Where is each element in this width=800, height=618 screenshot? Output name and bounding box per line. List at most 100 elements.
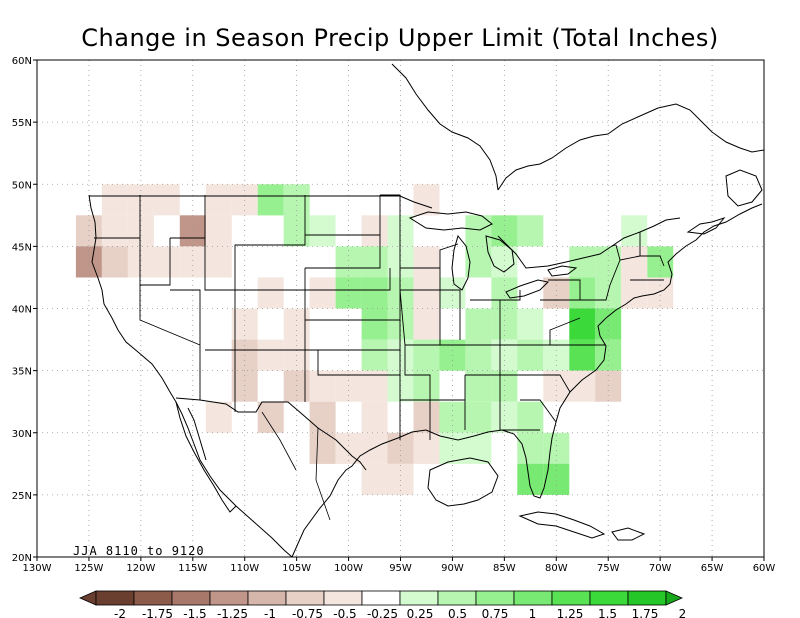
colorbar-label: 1.25	[557, 607, 584, 618]
grid-cell	[465, 339, 492, 371]
state-borders	[94, 194, 665, 440]
grid-cell	[127, 246, 154, 278]
lat-tick-label: 55N	[12, 118, 32, 129]
grid-cell	[387, 246, 414, 278]
colorbar-swatch	[209, 590, 249, 606]
grid-cell	[387, 308, 414, 340]
grid-cell	[413, 401, 440, 433]
colorbar-label: -0.25	[367, 607, 398, 618]
lon-tick-label: 70W	[649, 563, 672, 574]
lon-tick-label: 130W	[23, 563, 52, 574]
lon-tick-label: 115W	[178, 563, 207, 574]
colorbar-swatch	[133, 590, 173, 606]
lon-tick-label: 60W	[753, 563, 776, 574]
lat-tick-label: 45N	[12, 242, 32, 253]
colorbar-label: -0.5	[333, 607, 356, 618]
colorbar-swatch	[399, 590, 439, 606]
longitude-tick-labels: 130W 125W 120W 115W 110W 105W 100W 95W 90W 85W 80W…	[23, 557, 776, 574]
cuba-island	[518, 511, 606, 539]
lon-tick-label: 125W	[74, 563, 103, 574]
grid-cell	[101, 215, 128, 247]
grid-cell	[335, 246, 362, 278]
gulf-coastline	[291, 203, 763, 558]
lon-tick-label: 120W	[126, 563, 155, 574]
grid-cell	[517, 215, 544, 247]
lake-superior	[408, 211, 493, 231]
lon-tick-label: 80W	[545, 563, 568, 574]
grid-cell	[179, 246, 206, 278]
period-label: JJA 8110 to 9120	[73, 544, 205, 558]
lat-tick-label: 50N	[12, 180, 32, 191]
lon-tick-label: 95W	[389, 563, 412, 574]
grid-cell	[387, 463, 414, 495]
lat-tick-label: 40N	[12, 305, 32, 316]
grid-cell	[465, 308, 492, 340]
grid-cell	[621, 277, 648, 309]
grid-cell	[153, 246, 180, 278]
colorbar-max-arrow	[665, 590, 683, 606]
lake-michigan	[451, 234, 471, 291]
grid-cell	[621, 246, 648, 278]
grid-cell	[439, 401, 466, 433]
grid-cell	[75, 246, 102, 278]
lake-erie	[505, 279, 550, 299]
grid-cell	[465, 432, 492, 464]
grid-cell	[309, 277, 336, 309]
lat-tick-label: 30N	[12, 429, 32, 440]
colorbar-swatch	[589, 590, 629, 606]
grid-cell	[361, 463, 388, 495]
grid-cell	[387, 432, 414, 464]
colorbar-swatch	[361, 590, 401, 606]
grid-cell	[413, 246, 440, 278]
colorbar-label: 0.5	[448, 607, 467, 618]
grid-cell	[569, 370, 596, 402]
coastlines-and-borders	[88, 63, 765, 558]
colorbar-swatch	[551, 590, 591, 606]
grid-cell	[569, 339, 596, 371]
colorbar	[79, 590, 683, 606]
colorbar-swatch	[171, 590, 211, 606]
lon-tick-label: 85W	[493, 563, 516, 574]
colorbar-label: 1.75	[632, 607, 659, 618]
lon-tick-label: 105W	[282, 563, 311, 574]
colorbar-label: -1	[264, 607, 276, 618]
grid-cell	[361, 370, 388, 402]
colorbar-label: -2	[114, 607, 126, 618]
grid-cell	[647, 246, 674, 278]
lon-tick-label: 75W	[597, 563, 620, 574]
baja-peninsula	[175, 401, 237, 513]
grid-cell	[439, 277, 466, 309]
grid-cell	[595, 308, 622, 340]
colorbar-swatch	[285, 590, 325, 606]
grid-cell	[335, 277, 362, 309]
hudson-bay-coast	[391, 63, 499, 191]
grid-cell	[517, 432, 544, 464]
grid-cell	[361, 401, 388, 433]
lat-lon-gridlines	[37, 60, 764, 557]
colorbar-label: 0.25	[407, 607, 434, 618]
grid-cell	[101, 184, 128, 216]
grid-cell	[205, 184, 232, 216]
west-coastline	[88, 194, 293, 558]
colorbar-swatch	[627, 590, 667, 606]
colorbar-swatch	[95, 590, 135, 606]
lon-tick-label: 100W	[334, 563, 363, 574]
newfoundland	[725, 169, 763, 207]
grid-cell	[413, 370, 440, 402]
grid-cell	[361, 308, 388, 340]
labrador-coast	[607, 103, 765, 153]
grid-cell	[413, 184, 440, 216]
grid-cell	[413, 277, 440, 309]
grid-cell	[543, 432, 570, 464]
colorbar-swatch	[323, 590, 363, 606]
colorbar-label: 1.5	[598, 607, 617, 618]
grid-cell	[257, 277, 284, 309]
grid-cell	[361, 339, 388, 371]
colorbar-min-arrow	[79, 590, 97, 606]
lat-tick-label: 35N	[12, 367, 32, 378]
mexico-states	[261, 411, 331, 521]
colorbar-swatch	[475, 590, 515, 606]
colorbar-swatch	[247, 590, 287, 606]
grid-cell	[205, 401, 232, 433]
